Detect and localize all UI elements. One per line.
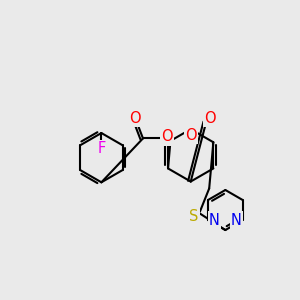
Text: O: O (130, 111, 141, 126)
Text: O: O (204, 111, 216, 126)
Text: S: S (189, 209, 199, 224)
Text: O: O (185, 128, 197, 143)
Text: N: N (231, 212, 242, 227)
Text: F: F (97, 141, 106, 156)
Text: O: O (161, 129, 173, 144)
Text: N: N (209, 212, 220, 227)
